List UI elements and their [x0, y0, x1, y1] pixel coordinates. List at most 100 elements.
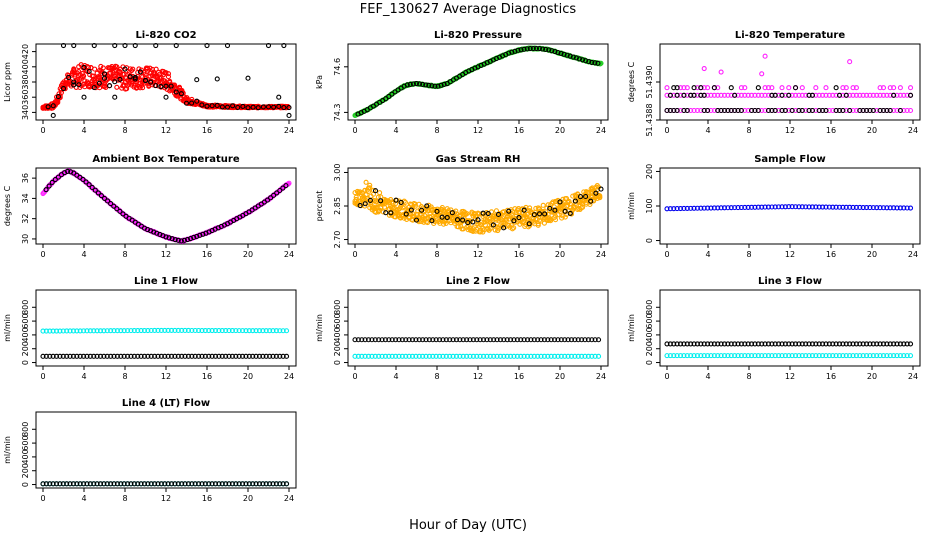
data-point	[732, 353, 738, 359]
data-point	[813, 107, 819, 114]
data-point	[688, 341, 694, 347]
data-point	[833, 204, 839, 210]
data-point	[799, 107, 805, 114]
x-tick-label: 8	[122, 372, 127, 381]
data-point	[43, 481, 49, 487]
data-point	[122, 66, 128, 72]
data-point	[540, 202, 546, 208]
data-point	[185, 481, 191, 487]
data-point	[84, 481, 90, 487]
data-point	[223, 353, 229, 359]
data-point	[542, 211, 548, 217]
data-point	[701, 85, 707, 91]
data-point	[70, 328, 76, 334]
data-point	[688, 107, 694, 114]
data-point	[263, 353, 269, 359]
data-point	[453, 337, 460, 343]
data-point	[200, 231, 206, 237]
data-point	[128, 481, 134, 487]
data-point	[196, 327, 202, 334]
data-point	[836, 107, 843, 114]
data-point	[694, 85, 700, 91]
data-point	[376, 353, 382, 359]
data-point	[97, 481, 104, 487]
data-point	[487, 337, 493, 343]
data-point	[765, 204, 772, 210]
data-point	[50, 112, 56, 118]
data-point	[169, 236, 175, 242]
data-point	[267, 481, 273, 487]
data-point	[183, 100, 190, 106]
data-point	[860, 341, 866, 347]
data-point	[379, 353, 385, 359]
data-point	[233, 328, 239, 334]
data-point	[755, 92, 761, 98]
data-point	[527, 46, 533, 52]
data-point	[826, 92, 832, 98]
x-tick-label: 12	[161, 494, 171, 503]
data-point	[393, 197, 399, 203]
data-point	[236, 328, 242, 334]
data-point	[894, 341, 900, 347]
data-point	[901, 205, 907, 211]
data-point	[426, 82, 432, 88]
data-point	[705, 341, 711, 347]
y-axis-label: ml/min	[3, 436, 12, 464]
data-point	[236, 353, 242, 359]
data-point	[830, 107, 836, 114]
data-point	[721, 107, 728, 114]
data-point	[433, 353, 439, 359]
data-point	[776, 107, 782, 114]
data-point	[850, 353, 856, 359]
data-point	[738, 204, 744, 211]
data-point	[677, 205, 684, 212]
data-point	[245, 105, 251, 111]
data-point	[718, 205, 724, 211]
data-point	[87, 328, 93, 334]
data-point	[836, 341, 843, 347]
data-point	[796, 353, 802, 359]
data-point	[874, 205, 880, 211]
data-point	[206, 353, 212, 359]
data-point	[383, 210, 389, 216]
data-point	[64, 481, 70, 487]
data-point	[772, 107, 778, 114]
data-point	[424, 203, 430, 209]
data-point	[677, 85, 684, 91]
data-point	[786, 353, 792, 359]
data-point	[209, 327, 215, 334]
data-point	[684, 205, 690, 211]
data-point	[691, 205, 697, 211]
data-point	[263, 328, 269, 334]
data-point	[589, 59, 595, 65]
data-point	[148, 481, 154, 487]
data-point	[830, 341, 836, 347]
data-point	[585, 353, 591, 359]
x-tick-label: 16	[514, 372, 524, 381]
data-point	[545, 337, 551, 343]
data-point	[426, 353, 432, 359]
data-point	[664, 92, 670, 98]
data-point	[776, 341, 782, 347]
data-point	[667, 206, 673, 212]
data-point	[235, 104, 241, 111]
data-point	[782, 353, 788, 359]
data-point	[121, 481, 127, 487]
y-tick-label: 800	[645, 300, 654, 315]
y-tick-label: 200	[21, 463, 30, 478]
data-point	[547, 205, 553, 211]
data-point	[742, 92, 748, 98]
x-tick-label: 8	[122, 126, 127, 135]
data-point	[474, 337, 480, 343]
data-point	[691, 107, 697, 114]
data-point	[755, 204, 761, 210]
data-point	[81, 328, 87, 334]
data-point	[114, 64, 120, 70]
data-point	[552, 213, 559, 219]
data-point	[681, 205, 687, 212]
data-point	[117, 208, 123, 214]
data-point	[368, 200, 374, 206]
data-point	[877, 341, 883, 347]
data-point	[135, 328, 141, 334]
x-tick-label: 24	[908, 126, 918, 135]
